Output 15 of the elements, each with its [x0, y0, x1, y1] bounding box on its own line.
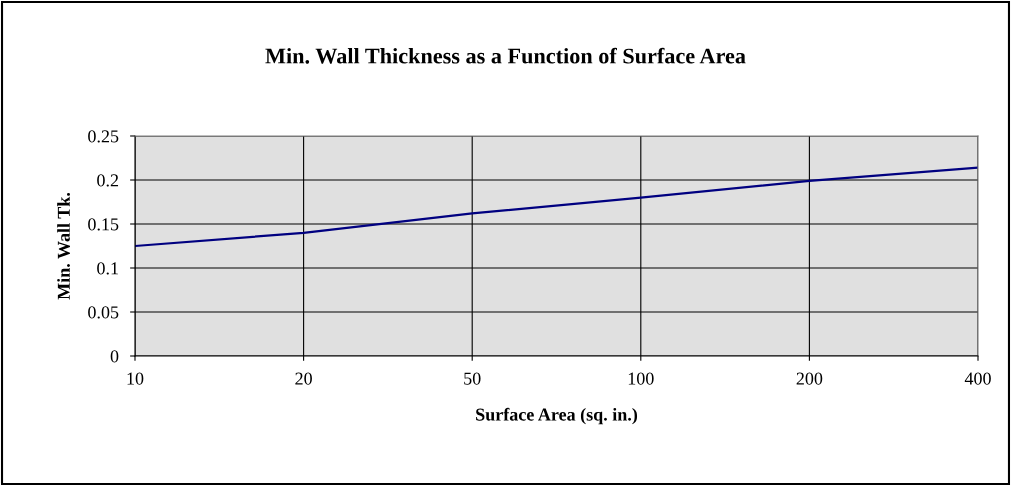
- x-tick-label: 10: [127, 372, 144, 385]
- y-tick-label: 0.15: [88, 218, 119, 231]
- y-tick-label: 0.1: [97, 262, 118, 275]
- y-tick-label: 0.05: [88, 306, 119, 319]
- y-tick-label: 0: [110, 350, 119, 363]
- y-tick-label: 0.25: [88, 130, 119, 143]
- x-tick-label: 400: [964, 372, 991, 385]
- chart-title: Min. Wall Thickness as a Function of Surface Area: [265, 47, 746, 64]
- x-tick-label: 20: [295, 372, 312, 385]
- x-tick-label: 50: [464, 372, 481, 385]
- x-tick-label: 100: [628, 372, 654, 385]
- y-axis-title: Min. Wall Tk.: [57, 192, 70, 300]
- y-tick-label: 0.2: [97, 174, 119, 187]
- x-tick-label: 200: [796, 372, 823, 385]
- x-axis-title: Surface Area (sq. in.): [476, 407, 638, 425]
